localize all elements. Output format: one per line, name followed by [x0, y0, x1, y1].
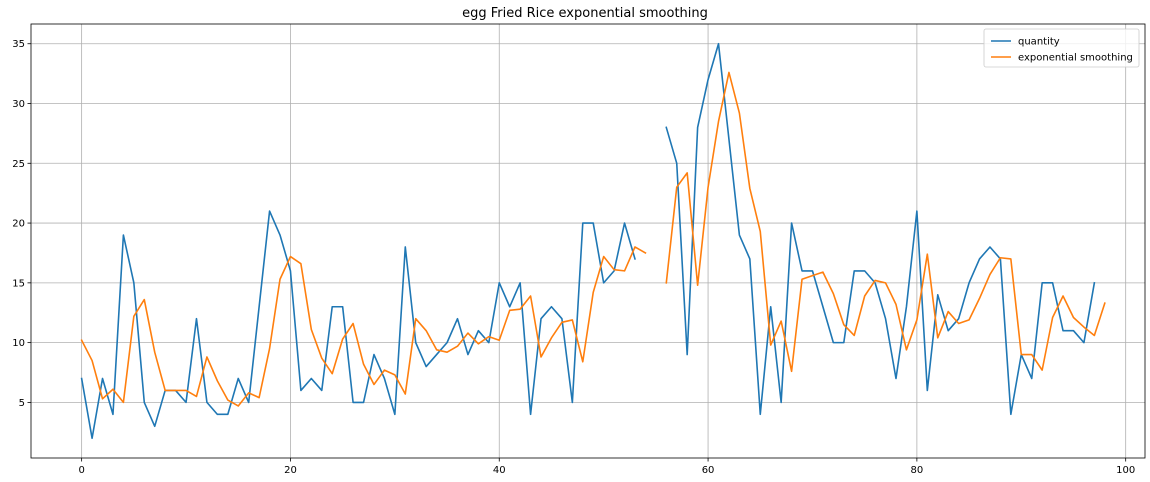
- x-tick-label: 60: [702, 465, 715, 476]
- y-tick-label: 30: [12, 99, 25, 110]
- grid: [31, 24, 1145, 458]
- x-tick-label: 0: [78, 465, 84, 476]
- legend: quantity exponential smoothing: [983, 28, 1140, 68]
- chart-title: egg Fried Rice exponential smoothing: [462, 6, 708, 21]
- series-line-exponential-smoothing: [80, 71, 1106, 407]
- legend-label: exponential smoothing: [1018, 53, 1133, 64]
- x-tick-label: 80: [911, 465, 924, 476]
- x-tick-label: 20: [284, 465, 297, 476]
- y-tick-label: 5: [19, 398, 25, 409]
- y-tick-label: 15: [12, 278, 25, 289]
- legend-label: quantity: [1018, 37, 1060, 48]
- y-tick-label: 35: [12, 39, 25, 50]
- series-line-quantity: [80, 42, 1096, 440]
- legend-box: [983, 28, 1140, 68]
- x-tick-label: 100: [1116, 465, 1135, 476]
- y-tick-label: 20: [12, 219, 25, 230]
- x-tick-label: 40: [493, 465, 506, 476]
- y-tick-label: 25: [12, 159, 25, 170]
- y-tick-label: 10: [12, 338, 25, 349]
- tick-layer: 0 20 40 60 80 100 5 10 15 20 25 30 35: [12, 39, 1135, 476]
- axes-frame: [30, 23, 1146, 459]
- series-layer: [80, 42, 1106, 440]
